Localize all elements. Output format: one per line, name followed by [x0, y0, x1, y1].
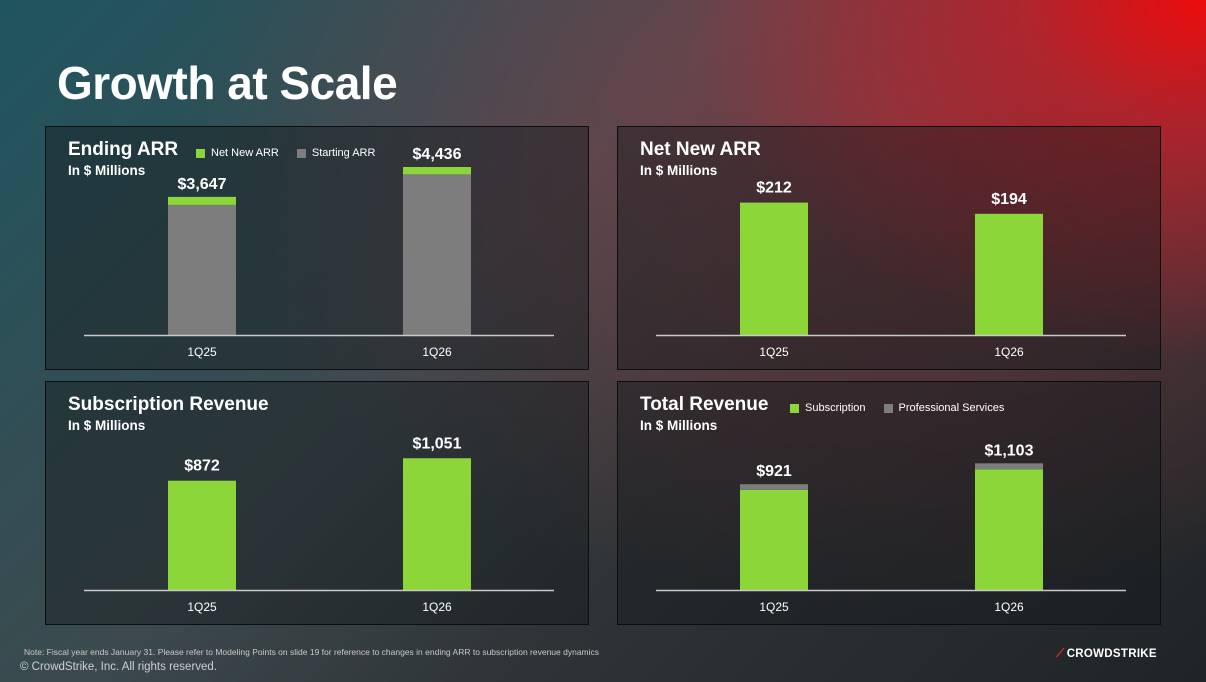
category-label: 1Q25	[759, 600, 789, 614]
category-label: 1Q26	[994, 600, 1024, 614]
panel-title: Total Revenue	[640, 394, 769, 415]
bar-segment	[975, 469, 1043, 590]
panel-subtitle: In $ Millions	[640, 418, 718, 433]
data-label: $3,647	[178, 176, 227, 193]
panel-title: Subscription Revenue	[68, 394, 269, 415]
crowdstrike-logo: ⟋ CROWDSTRIKE	[1056, 646, 1157, 661]
legend: Subscription Professional Services	[790, 402, 1004, 414]
copyright: © CrowdStrike, Inc. All rights reserved.	[20, 661, 218, 673]
legend-label: Professional Services	[898, 402, 1005, 414]
category-label: 1Q26	[422, 600, 452, 614]
legend-label: Subscription	[805, 402, 866, 414]
bar	[975, 213, 1043, 335]
bar	[168, 480, 236, 590]
data-label: $1,103	[985, 442, 1034, 459]
bar	[740, 202, 808, 335]
panel-title: Ending ARR	[68, 139, 179, 160]
legend-label: Starting ARR	[311, 147, 376, 159]
legend-item-starting-arr: Starting ARR	[296, 147, 376, 159]
data-label: $4,436	[413, 146, 462, 163]
subscription-revenue-panel: Subscription Revenue In $ Millions $872 1…	[45, 381, 589, 625]
data-label: $1,051	[413, 435, 462, 452]
data-label: $921	[756, 463, 792, 480]
legend-swatch	[790, 403, 799, 413]
category-label: 1Q25	[187, 600, 217, 614]
net-new-arr-chart: $212 1Q25 $194 1Q26	[656, 180, 1126, 359]
category-label: 1Q25	[187, 345, 217, 359]
subscription-revenue-chart: $872 1Q25 $1,051 1Q26	[84, 435, 554, 614]
bar-segment	[975, 463, 1043, 470]
panel-subtitle: In $ Millions	[68, 163, 146, 178]
bar-segment	[740, 484, 808, 490]
ending-arr-panel: Ending ARR In $ Millions Net New ARR Sta…	[45, 126, 589, 370]
panel-subtitle: In $ Millions	[640, 163, 718, 178]
legend-item-professional-services: Professional Services	[883, 402, 1005, 414]
data-label: $194	[991, 191, 1027, 208]
total-revenue-chart: $921 1Q25 $1,103 1Q26	[656, 442, 1126, 614]
panel-title: Net New ARR	[640, 139, 761, 160]
category-label: 1Q25	[759, 345, 789, 359]
slide-title: Growth at Scale	[57, 57, 398, 109]
falcon-icon: ⟋	[1056, 646, 1065, 660]
data-label: $212	[756, 180, 792, 197]
category-label: 1Q26	[422, 345, 452, 359]
ending-arr-chart: $3,647 1Q25 $4,436 1Q26	[84, 146, 554, 359]
footnote: Note: Fiscal year ends January 31. Pleas…	[24, 647, 600, 657]
panel-subtitle: In $ Millions	[68, 418, 146, 433]
legend-swatch	[196, 148, 205, 158]
legend-item-net-new-arr: Net New ARR	[196, 147, 279, 159]
bar-segment	[403, 174, 471, 335]
bar-segment	[403, 166, 471, 175]
bar	[403, 458, 471, 590]
legend-label: Net New ARR	[211, 147, 279, 159]
legend-item-subscription: Subscription	[790, 402, 866, 414]
bar-segment	[168, 196, 236, 205]
data-label: $872	[184, 458, 220, 475]
legend-swatch	[296, 148, 306, 158]
legend-swatch	[883, 403, 893, 413]
bar-segment	[740, 489, 808, 590]
legend: Net New ARR Starting ARR	[196, 147, 375, 159]
net-new-arr-panel: Net New ARR In $ Millions $212 1Q25 $194 1Q…	[617, 126, 1161, 370]
bar-segment	[168, 204, 236, 335]
logo-text: CROWDSTRIKE	[1066, 647, 1157, 660]
total-revenue-panel: Total Revenue In $ Millions Subscription…	[617, 381, 1161, 625]
category-label: 1Q26	[994, 345, 1024, 359]
